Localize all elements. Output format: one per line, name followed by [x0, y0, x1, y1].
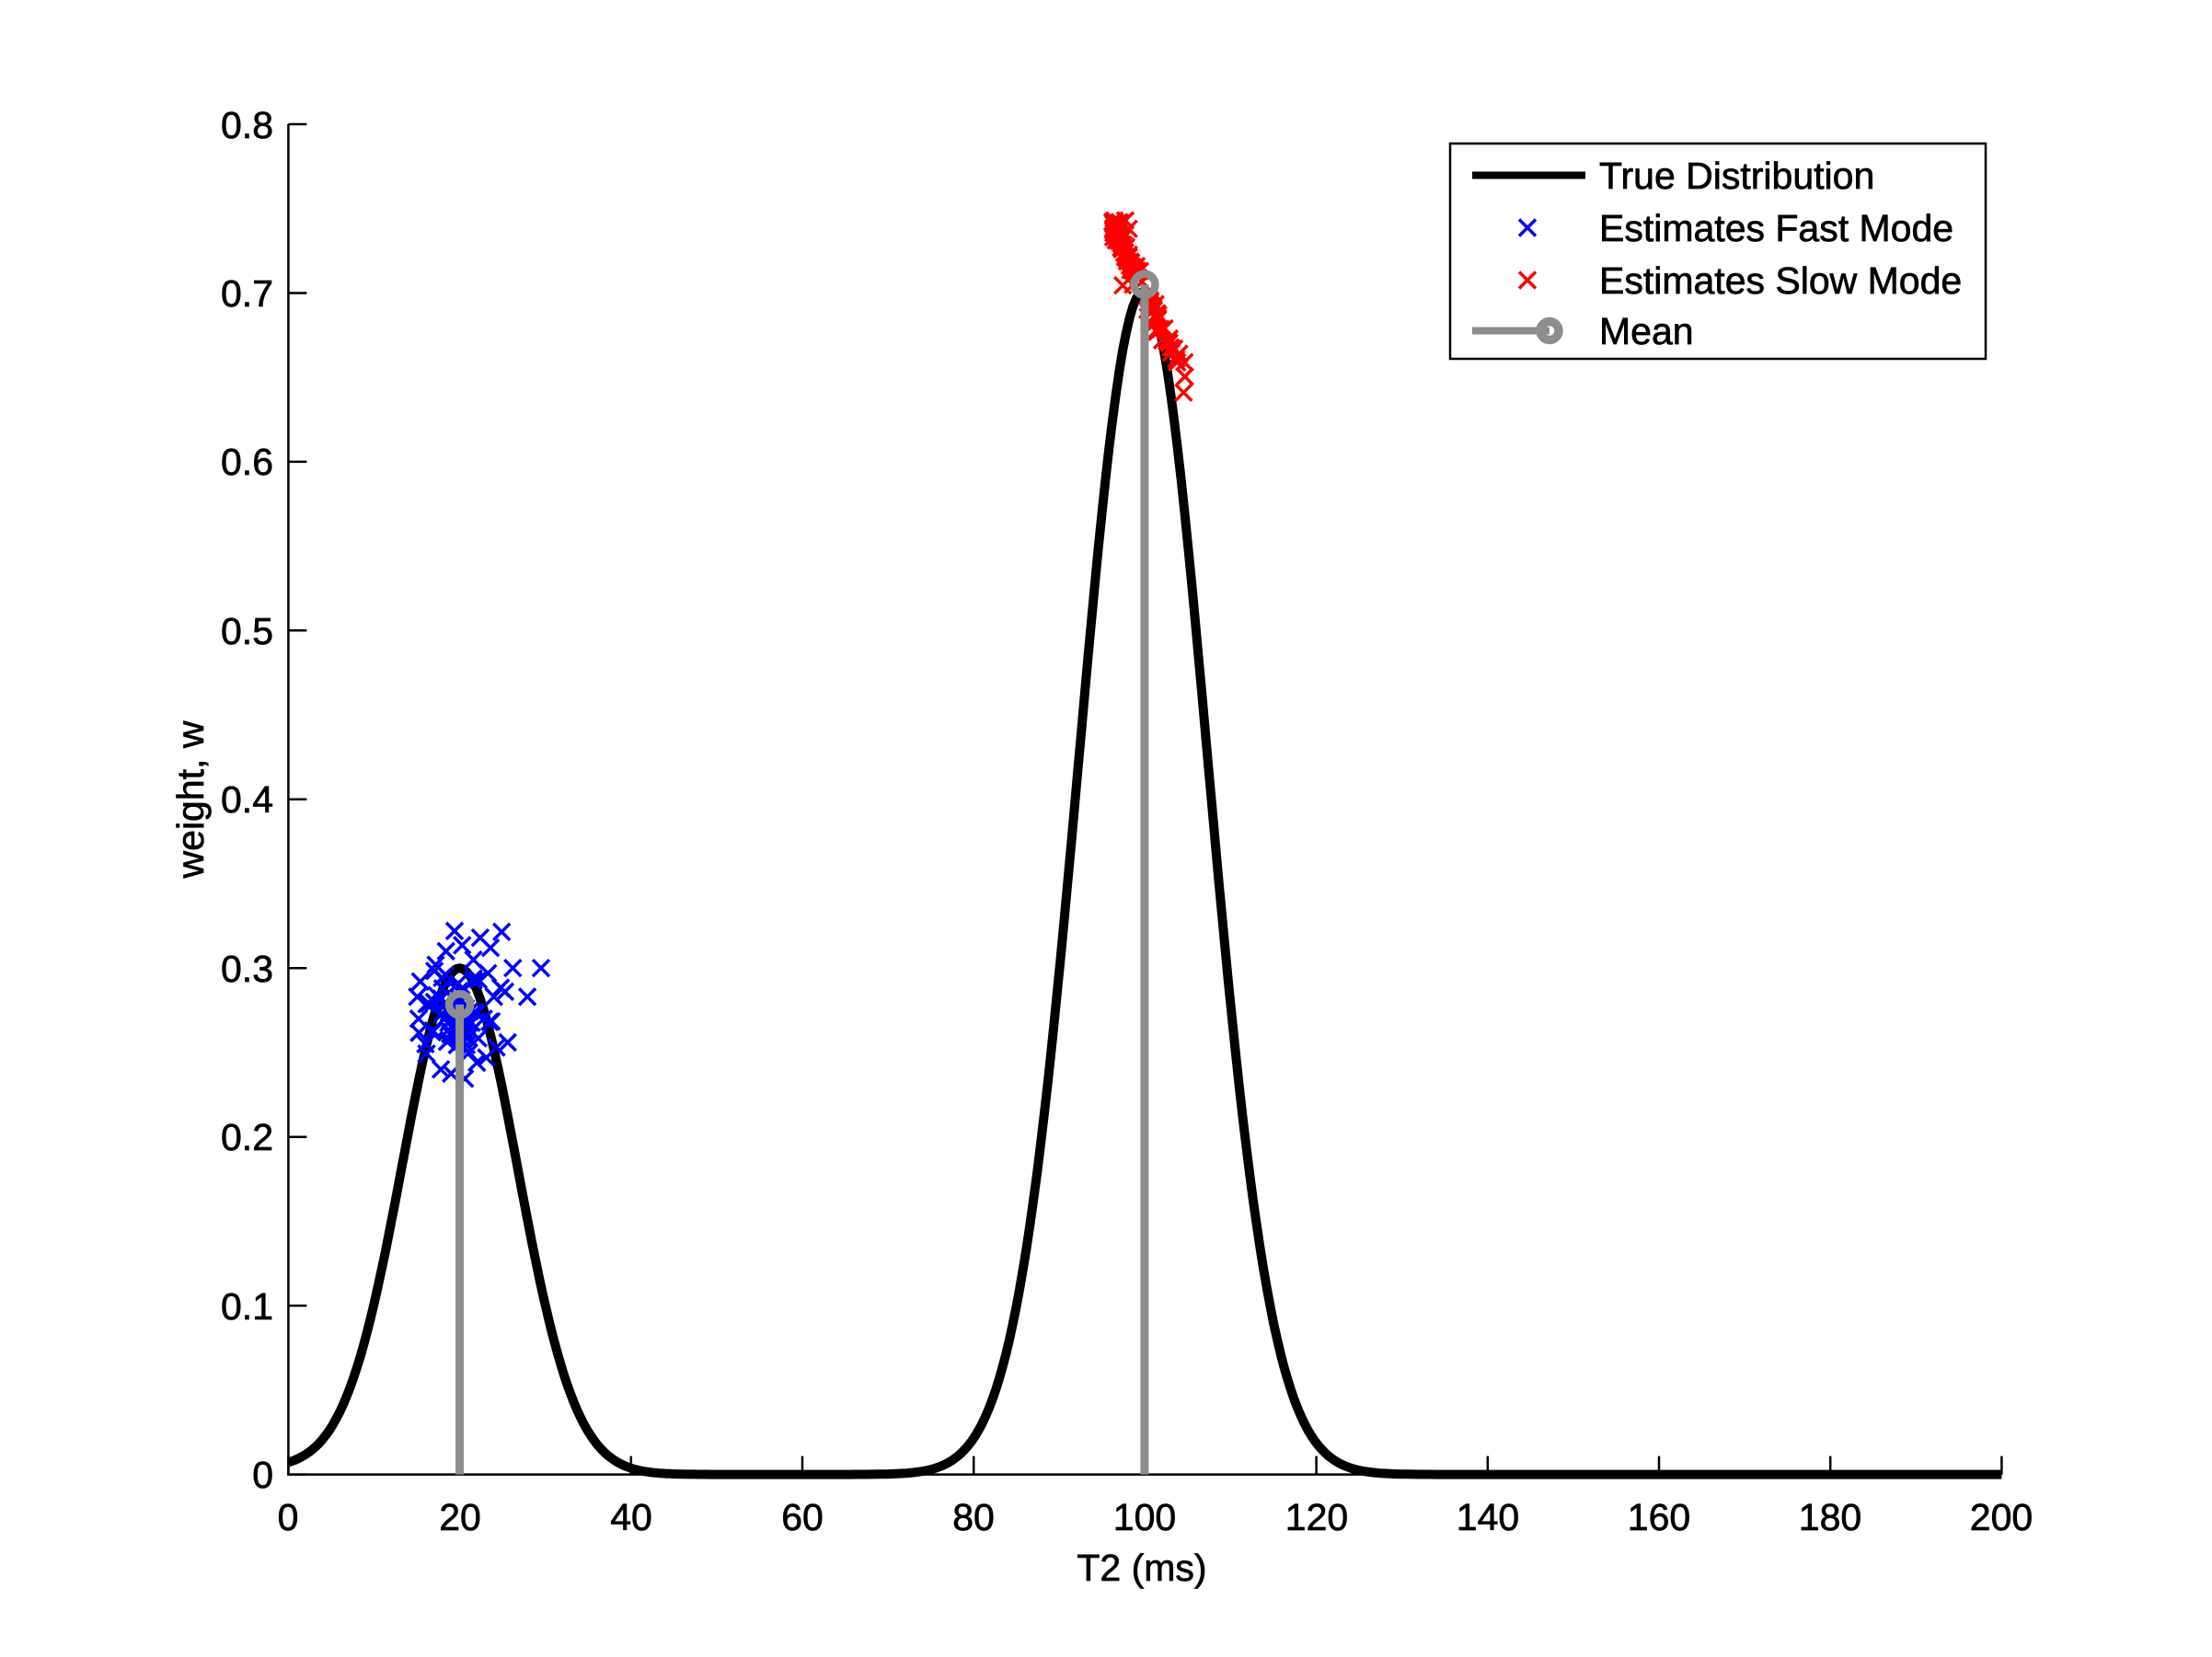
svg-text:Estimates Fast Mode: Estimates Fast Mode	[1599, 207, 1953, 249]
svg-text:weight, w: weight, w	[169, 720, 212, 879]
svg-text:60: 60	[781, 1496, 824, 1538]
svg-text:0.5: 0.5	[221, 610, 273, 652]
svg-text:40: 40	[610, 1496, 652, 1538]
svg-text:200: 200	[1970, 1496, 2033, 1538]
svg-text:0.6: 0.6	[221, 441, 273, 483]
svg-text:140: 140	[1457, 1496, 1519, 1538]
svg-text:120: 120	[1285, 1496, 1348, 1538]
svg-text:True Distribution: True Distribution	[1599, 155, 1874, 197]
svg-text:180: 180	[1799, 1496, 1861, 1538]
svg-text:0.7: 0.7	[221, 272, 273, 315]
svg-text:80: 80	[952, 1496, 995, 1538]
svg-text:Estimates Slow Mode: Estimates Slow Mode	[1599, 259, 1962, 302]
svg-text:0.8: 0.8	[221, 104, 273, 146]
svg-text:0.1: 0.1	[221, 1285, 273, 1328]
svg-text:0: 0	[278, 1496, 299, 1538]
svg-text:0.3: 0.3	[221, 948, 273, 990]
svg-text:T2 (ms): T2 (ms)	[1077, 1547, 1206, 1589]
svg-text:160: 160	[1628, 1496, 1690, 1538]
svg-text:0: 0	[252, 1454, 273, 1496]
svg-text:0.2: 0.2	[221, 1116, 273, 1158]
svg-text:100: 100	[1113, 1496, 1176, 1538]
svg-text:0.4: 0.4	[221, 778, 273, 821]
svg-text:Mean: Mean	[1599, 310, 1694, 352]
svg-text:20: 20	[439, 1496, 481, 1538]
